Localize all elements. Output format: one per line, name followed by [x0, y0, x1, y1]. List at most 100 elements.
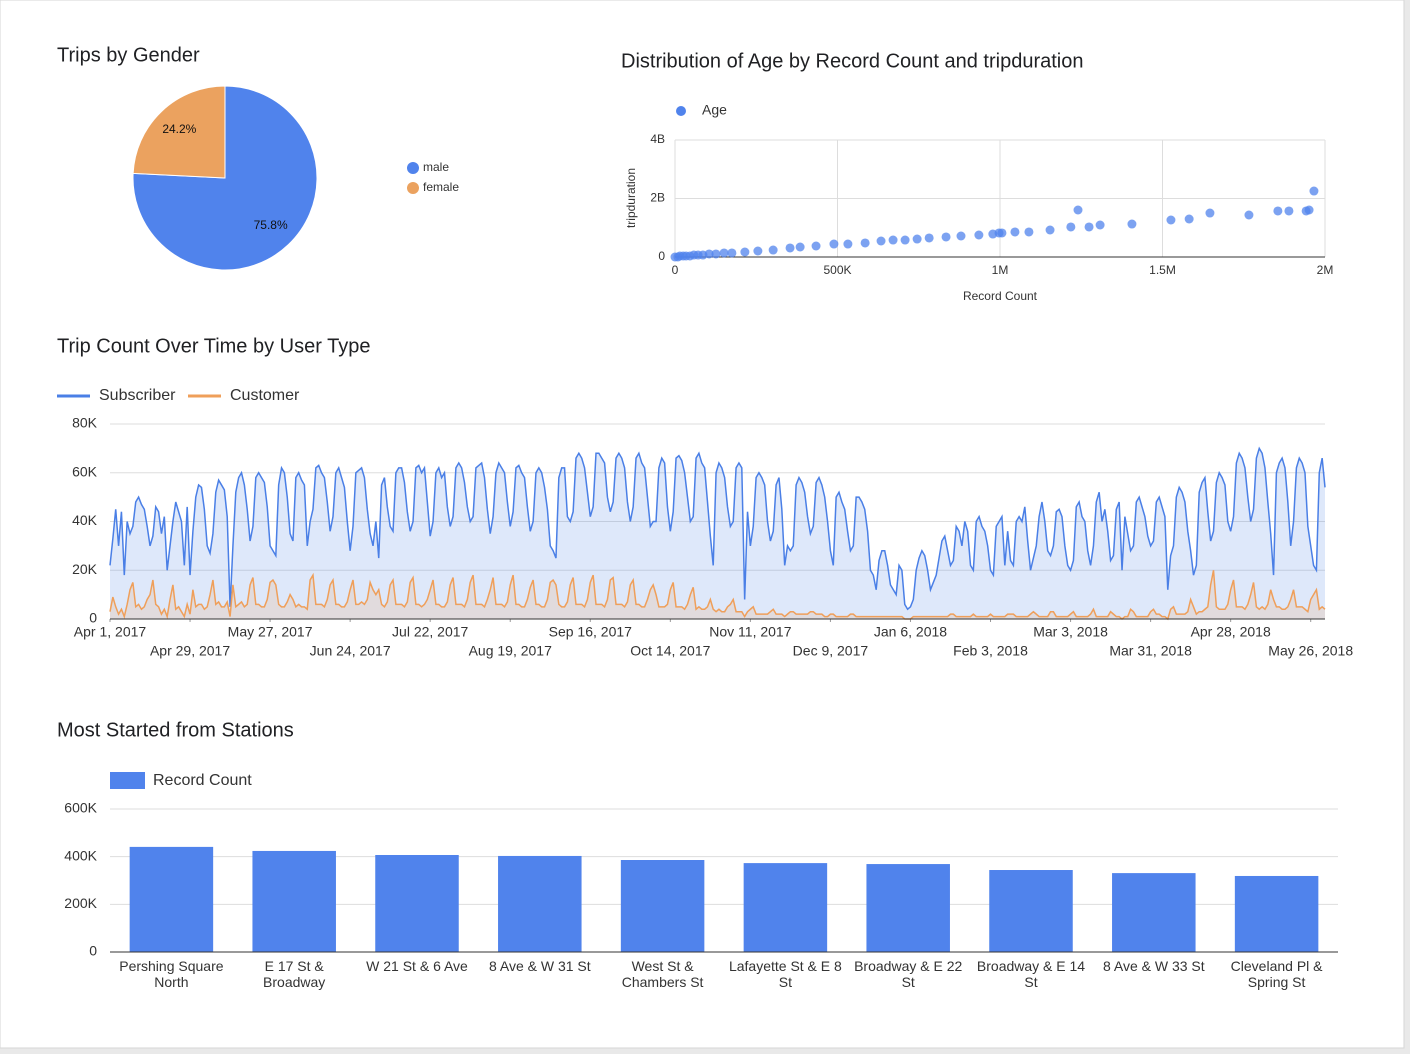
scatter-point [974, 230, 984, 240]
x-tick-label-box: 8 Ave & W 33 St [1103, 958, 1205, 974]
x-tick-label: Dec 9, 2017 [793, 643, 869, 659]
scatter-point [1284, 206, 1294, 216]
scatter-point [1273, 206, 1283, 216]
series-line [109, 446, 1326, 611]
x-tick-label: West St & Chambers St [621, 958, 704, 990]
series-area [110, 448, 1325, 619]
legend-marker [407, 182, 419, 194]
scatter-point [997, 228, 1007, 238]
y-tick-label: 2B [650, 191, 665, 205]
bar [375, 854, 459, 952]
scatter-point [711, 249, 721, 259]
y-tick-label: 4B [650, 132, 665, 146]
scatter-point [753, 246, 763, 256]
slice-label: 75.8% [254, 218, 288, 232]
x-tick-label: Mar 31, 2018 [1109, 643, 1192, 659]
y-tick-label: 0 [658, 249, 665, 263]
scatter-point [1045, 225, 1055, 235]
scatter-point [1309, 186, 1319, 196]
x-tick-label: 8 Ave & W 31 St [488, 958, 591, 974]
scatter-point [912, 234, 922, 244]
legend-label: Age [702, 102, 727, 118]
scatter-point [727, 248, 737, 258]
x-tick-label: 0 [672, 263, 679, 277]
x-tick-label-box: E 17 St & Broadway [263, 958, 326, 990]
bar [129, 846, 214, 952]
x-tick-label: Broadway & E 22 St [854, 958, 963, 990]
scatter-point [1066, 222, 1076, 232]
bar [252, 850, 336, 952]
x-tick-label: E 17 St & Broadway [263, 958, 326, 990]
bar [866, 864, 950, 952]
x-tick-label: Nov 11, 2017 [709, 624, 791, 640]
scatter-point [1166, 215, 1176, 225]
y-tick-label: 600K [64, 800, 97, 816]
bar [620, 860, 705, 952]
x-tick-label: 1.5M [1149, 263, 1176, 277]
y-axis-title: tripduration [624, 168, 638, 228]
x-tick-label-box: Lafayette St & E 8 St [729, 958, 842, 990]
x-tick-label-box: Pershing Square North [119, 958, 224, 990]
scatter-point [1304, 205, 1314, 215]
legend-label: female [423, 180, 459, 194]
legend-marker [407, 162, 419, 174]
chart-title: Distribution of Age by Record Count and … [621, 50, 1084, 72]
x-tick-label-box: West St & Chambers St [621, 958, 704, 990]
scatter-point [888, 235, 898, 245]
x-tick-label: May 27, 2017 [228, 624, 313, 640]
x-tick-label: Jan 6, 2018 [874, 624, 947, 640]
scatter-point [704, 249, 714, 259]
scatter-point [1010, 227, 1020, 237]
bar [989, 870, 1073, 952]
legend-label: male [423, 160, 449, 174]
pie-slice [132, 85, 226, 179]
bar [1234, 875, 1319, 952]
chart-title: Most Started from Stations [57, 719, 294, 741]
scatter-point [719, 248, 729, 258]
legend-marker [110, 772, 145, 789]
scatter-point [829, 239, 839, 249]
x-axis-title: Record Count [963, 289, 1038, 303]
x-tick-label: Jul 22, 2017 [392, 624, 468, 640]
y-tick-label: 200K [64, 895, 97, 911]
x-tick-label-box: Cleveland Pl & Spring St [1230, 958, 1323, 990]
legend-label: Record Count [153, 772, 252, 789]
x-tick-label: Apr 28, 2018 [1191, 624, 1271, 640]
x-tick-label-box: Broadway & E 22 St [854, 958, 963, 990]
x-tick-label: 500K [823, 263, 851, 277]
series-area [110, 570, 1325, 619]
x-tick-label: Jun 24, 2017 [310, 643, 391, 659]
scatter-point [1244, 210, 1254, 220]
y-tick-label: 0 [89, 610, 97, 626]
scatter-point [843, 239, 853, 249]
scatter-point [795, 242, 805, 252]
scatter-point [811, 241, 821, 251]
y-tick-label: 0 [89, 943, 97, 959]
y-tick-label: 400K [64, 847, 97, 863]
scatter-point [1205, 208, 1215, 218]
scatter-point [956, 231, 966, 241]
bar [1112, 873, 1196, 952]
scatter-point [900, 235, 910, 245]
scatter-point [1024, 227, 1034, 237]
scatter-point [785, 243, 795, 253]
x-tick-label: Sep 16, 2017 [549, 624, 633, 640]
slice-label: 24.2% [162, 122, 196, 136]
x-tick-label: Pershing Square North [119, 958, 224, 990]
x-tick-label: Oct 14, 2017 [630, 643, 710, 659]
scatter-point [924, 233, 934, 243]
legend-marker [676, 106, 686, 116]
x-tick-label: Cleveland Pl & Spring St [1230, 958, 1323, 990]
x-tick-label-box: Broadway & E 14 St [976, 958, 1086, 990]
chart-title: Trip Count Over Time by User Type [57, 335, 370, 357]
x-tick-label: May 26, 2018 [1268, 643, 1353, 659]
y-tick-label: 40K [72, 512, 98, 528]
scatter-point [876, 236, 886, 246]
scatter-point [1095, 220, 1105, 230]
x-tick-label: 1M [992, 263, 1009, 277]
y-tick-label: 80K [72, 415, 98, 431]
x-tick-label: 2M [1317, 263, 1334, 277]
x-tick-label: Broadway & E 14 St [976, 958, 1086, 990]
chart-title: Trips by Gender [57, 44, 200, 66]
